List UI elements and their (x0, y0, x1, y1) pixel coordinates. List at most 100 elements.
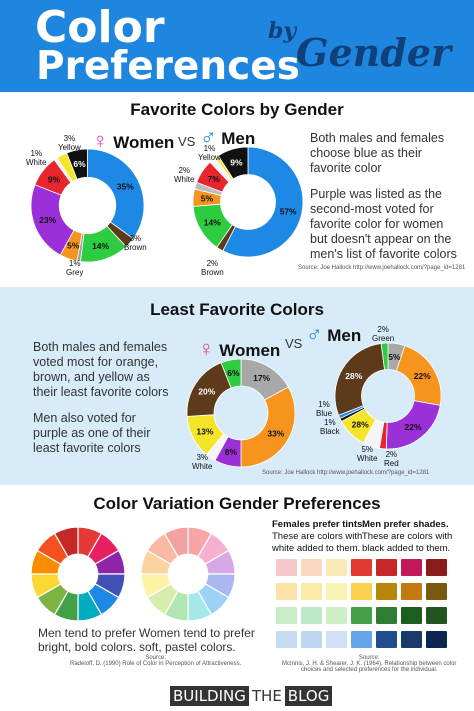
fav-men-white-label: 2% White (174, 166, 195, 184)
palette-swatch (301, 631, 322, 648)
bright-wheel-segment (53, 526, 79, 558)
slice-label-yellow: 13% (196, 426, 213, 436)
least-men-black-label: 1% Black (320, 418, 340, 436)
slice-orange (240, 386, 296, 468)
palette-swatch (301, 607, 322, 624)
fav-vs: VS (178, 134, 196, 149)
tint-shade-palette (276, 559, 447, 648)
least-men-blue-label: 1% Blue (316, 400, 333, 418)
fav-paragraph2: Purple was listed as the second-most vote… (310, 187, 457, 261)
slice-label-orange: 22% (414, 371, 431, 381)
palette-swatch (426, 607, 447, 624)
title-by: by (268, 18, 297, 44)
donut-fav-men: 57% 14% 5% 7% 9% (192, 146, 304, 258)
slice-label-green: 14% (204, 218, 221, 228)
fav-women-yellow-label: 3% Yellow (58, 134, 81, 152)
fav-source: Source: Joe Hallock http://www.joehalloc… (298, 265, 466, 271)
slice-label-brown: 20% (198, 386, 215, 396)
fav-women-grey-label: 1% Grey (66, 259, 84, 277)
palette-swatch (376, 607, 397, 624)
slice-label-green: 6% (227, 368, 240, 378)
venus-icon: ♀ (198, 336, 215, 361)
variation-title: Color Variation Gender Preferences (93, 494, 381, 513)
venus-icon: ♀ (92, 128, 109, 153)
fav-women-label: Women (113, 133, 175, 152)
males-prefer-block: Men prefer shades. These are colors with… (362, 519, 453, 554)
fav-men-heading: ♂ Men (200, 124, 255, 150)
slice-label-grey: 17% (253, 373, 270, 383)
least-paragraph2: Men also voted for purple as one of their… (33, 411, 151, 455)
palette-swatch (301, 559, 322, 576)
least-favorite-title: Least Favorite Colors (150, 300, 324, 319)
slice-label-yellow: 28% (352, 419, 369, 429)
least-men-red-label: 2% Red (384, 450, 399, 468)
fav-women-brown-label: 3% Brown (124, 234, 147, 252)
logo-word-the: THE (251, 687, 282, 705)
slice-label-green: 14% (92, 241, 109, 251)
slice-blue (222, 146, 304, 258)
source-left: Source: Radeloff, D. (1990) Role of Colo… (70, 655, 242, 667)
header-banner: Color Preferences by Gender (0, 0, 474, 92)
logo-word-building: BUILDING (170, 686, 249, 706)
slice-label-orange: 5% (67, 240, 80, 250)
least-source: Source: Joe Hallock http://www.joehalloc… (262, 470, 430, 476)
slice-label-black: 6% (73, 159, 86, 169)
palette-swatch (376, 583, 397, 600)
palette-swatch (351, 631, 372, 648)
palette-swatch (376, 631, 397, 648)
least-men-green-label: 2% Green (372, 325, 395, 343)
least-vs: VS (285, 336, 303, 351)
slice-label-black: 9% (230, 157, 243, 167)
slice-green (380, 342, 389, 371)
palette-swatch (276, 631, 297, 648)
palette-swatch (276, 607, 297, 624)
caption-men: Men tend to prefer bright, bold colors. (38, 626, 137, 654)
slice-blue (87, 148, 145, 240)
palette-swatch (276, 559, 297, 576)
logo-word-blog: BLOG (284, 686, 333, 706)
fav-women-heading: ♀ Women (92, 128, 174, 154)
fav-men-brown-label: 2% Brown (201, 259, 224, 277)
palette-swatch (351, 559, 372, 576)
palette-swatch (426, 631, 447, 648)
slice-label-grey: 5% (388, 352, 401, 362)
palette-swatch (301, 583, 322, 600)
source-right: Source: McInnis, J. H. & Shearer, J. K. … (282, 655, 457, 673)
palette-swatch (376, 559, 397, 576)
palette-swatch (326, 559, 347, 576)
slice-label-red: 9% (48, 175, 61, 185)
females-title: Females prefer tints. (272, 519, 365, 530)
palette-swatch (326, 607, 347, 624)
donut-least-men: 5% 22% 22% 28% 28% (334, 342, 442, 450)
females-prefer-block: Females prefer tints. These are colors w… (272, 519, 365, 554)
slice-label-blue: 35% (117, 181, 134, 191)
slice-label-blue: 57% (280, 207, 297, 217)
palette-swatch (401, 631, 422, 648)
palette-swatch (401, 607, 422, 624)
least-men-label: Men (327, 326, 362, 345)
building-the-blog-logo: BUILDING THE BLOG (170, 684, 333, 708)
slice-black (217, 146, 249, 180)
donut-fav-women: 35% 14% 5% 23% 9% 6% (30, 148, 145, 263)
favorite-colors-title: Favorite Colors by Gender (130, 100, 344, 119)
palette-swatch (426, 583, 447, 600)
palette-swatch (401, 559, 422, 576)
caption-women: Women tend to prefer soft, pastel colors. (139, 626, 255, 654)
bright-color-wheel (30, 526, 126, 622)
mars-icon: ♂ (200, 124, 217, 149)
fav-men-label: Men (221, 129, 256, 148)
mars-icon: ♂ (306, 321, 323, 346)
slice-label-orange: 5% (201, 194, 214, 204)
fav-paragraph1: Both males and females choose blue as the… (310, 131, 445, 175)
least-paragraph1: Both males and females voted most for ora… (33, 340, 169, 399)
least-women-label: Women (219, 341, 281, 360)
palette-swatch (401, 583, 422, 600)
slice-black (66, 148, 88, 180)
slice-label-brown: 28% (345, 371, 362, 381)
least-women-white-label: 3% White (192, 453, 213, 471)
slice-label-purple: 22% (404, 422, 421, 432)
palette-swatch (351, 607, 372, 624)
slice-label-purple: 23% (39, 215, 56, 225)
title-gender: Gender (296, 30, 452, 75)
slice-label-red: 7% (208, 174, 221, 184)
